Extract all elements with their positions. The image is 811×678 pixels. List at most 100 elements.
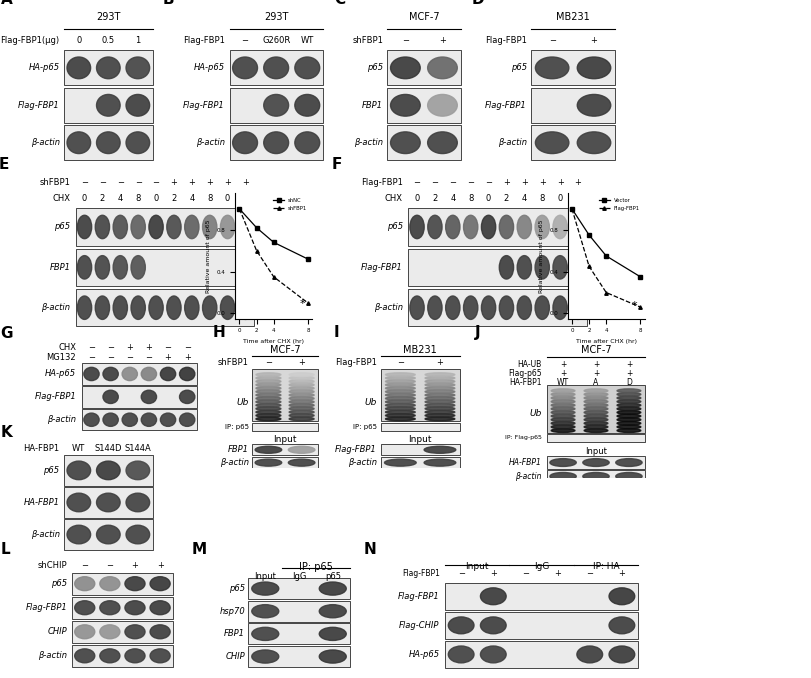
Text: +: + <box>224 178 231 187</box>
Ellipse shape <box>517 216 531 239</box>
Text: 8: 8 <box>468 195 474 203</box>
Ellipse shape <box>385 414 415 418</box>
Ellipse shape <box>464 216 478 239</box>
Ellipse shape <box>167 216 181 239</box>
Ellipse shape <box>67 57 91 79</box>
Text: MCF-7: MCF-7 <box>270 345 300 355</box>
Ellipse shape <box>97 525 120 544</box>
Text: +: + <box>593 369 599 378</box>
Ellipse shape <box>264 57 289 79</box>
Text: −: − <box>107 343 114 352</box>
Text: β-actin: β-actin <box>31 138 59 147</box>
Ellipse shape <box>553 256 567 279</box>
Ellipse shape <box>584 400 608 403</box>
Text: Flag-FBP1: Flag-FBP1 <box>485 36 527 45</box>
Ellipse shape <box>295 132 320 154</box>
Ellipse shape <box>161 367 176 380</box>
Text: Flag-FBP1: Flag-FBP1 <box>398 592 440 601</box>
Ellipse shape <box>77 296 92 319</box>
Ellipse shape <box>583 473 609 480</box>
Ellipse shape <box>551 407 575 411</box>
Ellipse shape <box>616 473 642 480</box>
Ellipse shape <box>256 403 281 407</box>
FancyBboxPatch shape <box>75 249 255 286</box>
Text: +: + <box>131 561 139 570</box>
Ellipse shape <box>446 216 460 239</box>
Ellipse shape <box>264 132 289 154</box>
Ellipse shape <box>480 646 506 663</box>
Text: β-actin: β-actin <box>47 415 76 424</box>
Y-axis label: Relative amount of p65: Relative amount of p65 <box>206 219 211 293</box>
Text: β-actin: β-actin <box>220 458 249 467</box>
Ellipse shape <box>114 256 127 279</box>
FancyBboxPatch shape <box>72 597 173 619</box>
Ellipse shape <box>391 94 420 116</box>
Vector <box>601 252 611 260</box>
Ellipse shape <box>425 417 455 421</box>
Text: *: * <box>299 299 305 309</box>
Text: +: + <box>439 36 446 45</box>
Text: +: + <box>127 343 133 352</box>
FancyBboxPatch shape <box>64 455 152 485</box>
FancyBboxPatch shape <box>64 519 152 550</box>
Text: −: − <box>431 178 439 187</box>
X-axis label: Time after CHX (hr): Time after CHX (hr) <box>243 339 304 344</box>
Ellipse shape <box>448 646 474 663</box>
Ellipse shape <box>125 649 145 663</box>
Text: Flag-FBP1: Flag-FBP1 <box>335 445 377 454</box>
Text: MG132: MG132 <box>46 353 76 362</box>
Text: CHX: CHX <box>53 195 71 203</box>
Ellipse shape <box>517 256 531 279</box>
Ellipse shape <box>161 413 176 426</box>
Ellipse shape <box>256 414 281 418</box>
Text: Input: Input <box>255 572 277 580</box>
Text: 0: 0 <box>76 36 81 45</box>
Text: WT: WT <box>301 36 314 45</box>
FancyBboxPatch shape <box>75 289 255 326</box>
Ellipse shape <box>84 413 99 426</box>
Ellipse shape <box>114 296 127 319</box>
Ellipse shape <box>141 391 157 403</box>
Ellipse shape <box>126 94 150 116</box>
Ellipse shape <box>584 403 608 407</box>
Ellipse shape <box>256 390 281 393</box>
Text: +: + <box>184 353 191 362</box>
Text: shFBP1: shFBP1 <box>40 178 71 187</box>
Ellipse shape <box>290 393 314 397</box>
Ellipse shape <box>391 57 420 79</box>
FancyBboxPatch shape <box>72 645 173 667</box>
Text: −: − <box>414 178 421 187</box>
Ellipse shape <box>385 417 415 421</box>
Ellipse shape <box>290 407 314 411</box>
Ellipse shape <box>609 588 635 605</box>
Ellipse shape <box>425 400 455 403</box>
Text: 4: 4 <box>521 195 527 203</box>
Text: β-actin: β-actin <box>348 458 377 467</box>
Ellipse shape <box>424 446 456 454</box>
Ellipse shape <box>255 446 281 454</box>
Ellipse shape <box>551 403 575 407</box>
Ellipse shape <box>551 411 575 414</box>
Text: −: − <box>165 343 172 352</box>
Text: J: J <box>475 325 481 340</box>
Ellipse shape <box>179 413 195 426</box>
Ellipse shape <box>385 403 415 407</box>
Ellipse shape <box>95 216 109 239</box>
Ellipse shape <box>255 459 281 466</box>
shFBP1 <box>268 273 279 281</box>
Ellipse shape <box>67 493 91 512</box>
Ellipse shape <box>427 216 442 239</box>
Ellipse shape <box>553 216 567 239</box>
Text: Input: Input <box>466 561 489 571</box>
FancyBboxPatch shape <box>230 125 323 160</box>
Text: shCHIP: shCHIP <box>37 561 67 570</box>
Text: CHIP: CHIP <box>48 627 67 636</box>
Text: 293T: 293T <box>97 12 121 22</box>
Ellipse shape <box>290 383 314 386</box>
Ellipse shape <box>103 367 118 380</box>
Text: +: + <box>206 178 213 187</box>
Ellipse shape <box>251 582 279 595</box>
Ellipse shape <box>150 577 170 591</box>
Text: FBP1: FBP1 <box>228 445 249 454</box>
Ellipse shape <box>446 296 460 319</box>
